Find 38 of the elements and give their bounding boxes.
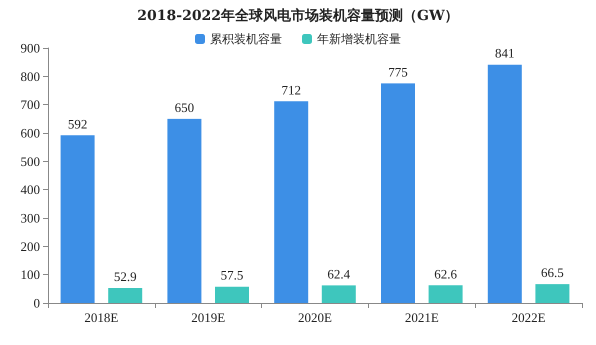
data-label: 57.5	[220, 268, 244, 283]
data-label: 841	[495, 46, 515, 61]
bar	[381, 83, 415, 303]
bar	[60, 135, 95, 303]
data-label: 712	[281, 82, 301, 98]
legend-label: 累积装机容量	[210, 32, 282, 46]
legend-label: 年新增装机容量	[317, 32, 401, 46]
x-tick-label: 2020E	[298, 310, 332, 325]
y-tick-label: 100	[20, 267, 40, 282]
bar	[535, 284, 570, 303]
bar	[488, 64, 522, 303]
y-tick-label: 300	[20, 210, 40, 226]
y-tick-label: 900	[20, 40, 40, 56]
bar	[274, 101, 308, 303]
data-label: 592	[68, 116, 88, 132]
chart-title: 2018-2022年全球风电市场装机容量预测（GW）	[137, 7, 459, 24]
data-label: 62.4	[327, 266, 351, 282]
y-tick-label: 400	[20, 182, 40, 198]
y-tick-label: 800	[20, 68, 40, 84]
y-tick-label: 700	[20, 97, 40, 112]
bar	[108, 288, 142, 303]
data-label: 775	[388, 64, 408, 80]
x-tick-label: 2021E	[404, 310, 439, 325]
bar	[167, 118, 202, 303]
x-tick-label: 2018E	[84, 310, 118, 325]
y-tick-label: 0	[34, 296, 40, 310]
bar	[428, 285, 463, 303]
data-label: 66.5	[541, 265, 564, 280]
y-tick-label: 200	[20, 238, 40, 254]
y-tick-label: 600	[20, 126, 40, 140]
y-tick-label: 500	[20, 154, 40, 169]
data-label: 650	[174, 100, 194, 115]
x-tick-label: 2019E	[191, 310, 226, 325]
data-label: 62.6	[434, 266, 458, 282]
bar	[215, 286, 249, 303]
x-tick-label: 2022E	[512, 310, 546, 325]
data-label: 52.9	[114, 269, 137, 284]
bar	[322, 285, 356, 303]
